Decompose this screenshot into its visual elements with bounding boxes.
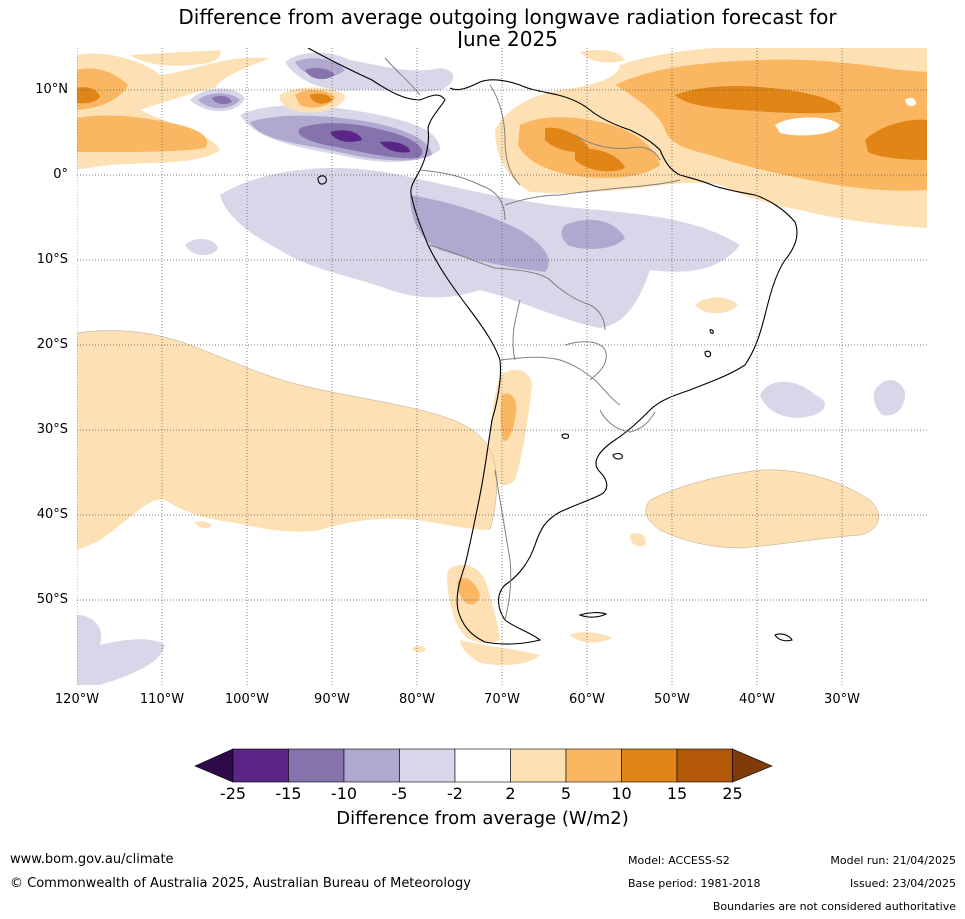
gridlines bbox=[77, 48, 927, 685]
lon-label: 30°W bbox=[824, 692, 860, 707]
title-line-1: Difference from average outgoing longwav… bbox=[178, 5, 837, 29]
colorbar bbox=[194, 748, 773, 783]
lat-label: 50°S bbox=[36, 592, 68, 607]
footer-model-run: Model run: 21/04/2025 bbox=[830, 854, 956, 867]
colorbar-max-extension bbox=[732, 748, 773, 783]
colorbar-segment bbox=[510, 748, 567, 783]
lat-label: 30°S bbox=[36, 422, 68, 437]
footer-url: www.bom.gov.au/climate bbox=[10, 852, 174, 867]
footer-model: Model: ACCESS-S2 bbox=[628, 854, 730, 867]
lon-label: 60°W bbox=[569, 692, 605, 707]
colorbar-tick: 2 bbox=[505, 784, 516, 803]
lon-label: 100°W bbox=[224, 692, 270, 707]
lon-label: 120°W bbox=[54, 692, 100, 707]
lon-label: 70°W bbox=[484, 692, 520, 707]
footer-copyright: © Commonwealth of Australia 2025, Austra… bbox=[10, 876, 471, 891]
colorbar-segment bbox=[399, 748, 456, 783]
lat-label: 40°S bbox=[36, 507, 68, 522]
colorbar-label: Difference from average (W/m2) bbox=[336, 808, 629, 829]
colorbar-tick: 5 bbox=[560, 784, 572, 803]
colorbar-tick: 15 bbox=[666, 784, 688, 803]
lat-label: 10°N bbox=[35, 82, 68, 97]
colorbar-tick: -10 bbox=[330, 784, 358, 803]
colorbar-tick: -5 bbox=[391, 784, 408, 803]
colorbar-segment bbox=[676, 748, 733, 783]
colorbar-segment bbox=[343, 748, 400, 783]
contour-lines bbox=[77, 330, 879, 549]
colorbar-min-extension bbox=[194, 748, 234, 783]
colorbar-tick: -15 bbox=[275, 784, 302, 803]
lat-label: 20°S bbox=[36, 337, 68, 352]
lat-label: 10°S bbox=[36, 252, 68, 267]
lon-label: 50°W bbox=[654, 692, 690, 707]
colorbar-tick: 25 bbox=[722, 784, 743, 803]
map-plot-area bbox=[77, 48, 927, 685]
colorbar-segment bbox=[232, 748, 289, 783]
lon-label: 110°W bbox=[139, 692, 185, 707]
lon-label: 40°W bbox=[739, 692, 775, 707]
colorbar-segment bbox=[621, 748, 678, 783]
country-borders bbox=[384, 57, 681, 621]
negative-anomaly-shading bbox=[77, 52, 906, 685]
footer-boundaries-note: Boundaries are not considered authoritat… bbox=[712, 900, 956, 913]
colorbar-segment bbox=[565, 748, 622, 783]
colorbar-tick: -25 bbox=[219, 784, 247, 803]
colorbar-tick: 10 bbox=[611, 784, 632, 803]
footer-base-period: Base period: 1981-2018 bbox=[628, 877, 761, 890]
positive-anomaly-shading bbox=[77, 48, 927, 666]
colorbar-tick: -2 bbox=[447, 784, 463, 803]
colorbar-segment bbox=[454, 748, 511, 783]
colorbar-segment bbox=[288, 748, 345, 783]
lon-label: 80°W bbox=[399, 692, 435, 707]
title-line-2: June 2025 bbox=[457, 27, 558, 51]
lat-label: 0° bbox=[53, 167, 68, 182]
lon-label: 90°W bbox=[314, 692, 350, 707]
footer-issued: Issued: 23/04/2025 bbox=[849, 877, 956, 890]
